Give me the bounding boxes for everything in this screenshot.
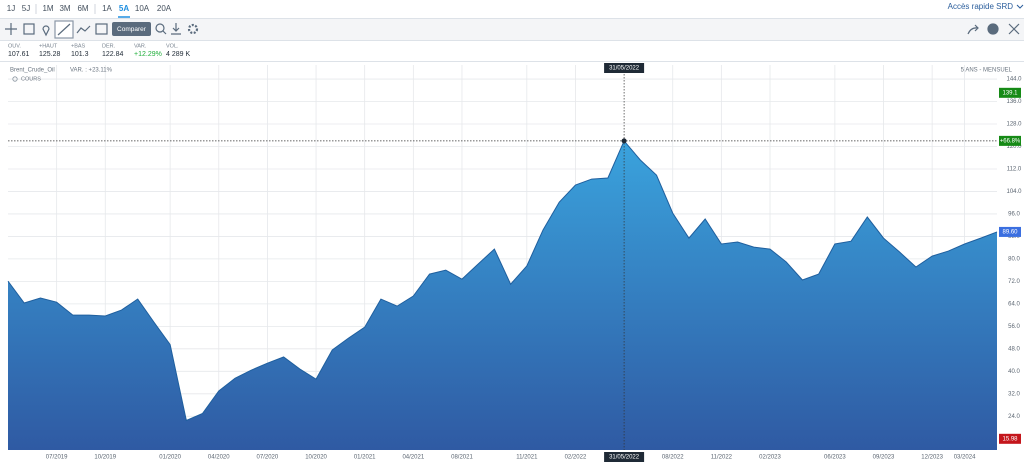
tool-bar [0,19,1024,40]
period-button[interactable]: 1J [7,4,15,13]
share-tool[interactable] [967,24,979,35]
tool-icons [5,20,1020,39]
period-button[interactable]: 1A [102,4,112,13]
stat-label: +BAS [71,43,86,49]
y-tick-label: 112.0 [1007,167,1022,173]
y-tick-label: 24.0 [1008,414,1020,420]
compare-button[interactable] [112,22,151,36]
x-tick-label: 07/2020 [257,455,279,461]
y-tick-label: 128.0 [1006,122,1022,128]
stat-value: 122.84 [102,51,124,58]
help-tool[interactable] [987,23,999,35]
x-tick-label: 10/2020 [305,455,327,461]
crosshair-point [621,138,627,144]
crosshair-tool[interactable] [5,23,17,35]
stat-label: DER. [102,43,116,49]
zoom-tool[interactable] [155,23,165,33]
compare-label[interactable]: Comparer [117,26,147,33]
y-tick-label: 144.0 [1006,77,1022,83]
stat-label: VOL. [166,43,179,49]
period-button[interactable]: 5A [119,4,129,13]
x-tick-label: 09/2023 [873,455,895,461]
price-label-box [999,226,1021,237]
marker-tool[interactable] [42,25,50,37]
crosshair-date-top: 31/05/2022 [609,66,640,72]
x-tick-label: 04/2021 [402,455,424,461]
crosshair-date-bottom-box [604,452,645,462]
x-tick-label: 01/2020 [159,455,181,461]
period-button[interactable]: 3M [59,4,70,13]
series-dot [12,76,18,82]
x-tick-label: 11/2022 [711,455,733,461]
calendar-tool[interactable] [23,23,35,35]
period-bar [0,0,1024,18]
line [7,139,998,422]
line-tool-icon [57,23,71,36]
x-tick-label: 01/2021 [354,455,376,461]
instrument-name: Brent_Crude_Oil [10,68,55,74]
price-label-box [999,87,1021,98]
stat-value: 4 289 K [166,51,190,58]
period-button[interactable]: 10A [135,4,150,13]
y-tick-label: 40.0 [1008,369,1020,375]
crosshair-date-bottom: 31/05/2022 [609,455,640,461]
x-tick-label: 07/2019 [46,455,68,461]
y-tick-label: 88.0 [1008,234,1020,240]
crosshair-date-top-box [604,63,645,73]
download-tool[interactable] [162,23,181,35]
x-tick-label: 02/2022 [565,455,587,461]
stat-value: 125.28 [39,51,61,58]
x-tick-label: 02/2023 [759,455,781,461]
y-tick-label: 80.0 [1008,256,1020,262]
stat-label: +HAUT [39,43,58,49]
quick-access[interactable]: Accès rapide SRD [948,2,1014,11]
x-tick-label: 04/2020 [208,455,230,461]
x-tick-label: 08/2021 [451,455,473,461]
period-button[interactable]: 1M [42,4,53,13]
stat-value: 107.61 [8,51,30,58]
stat-label: VAR. [134,43,147,49]
y-tick-label: 96.0 [1008,212,1020,218]
period-button[interactable]: 20A [157,4,172,13]
area [8,140,997,450]
price-label: 139.1 [1002,90,1018,96]
x-tick-label: 08/2022 [662,455,684,461]
x-tick-label: 03/2024 [954,455,976,461]
y-tick-label: 64.0 [1008,301,1020,307]
price-label: 15.98 [1002,436,1018,442]
x-tick-label: 12/2023 [921,455,943,461]
crosshair-change-box [999,135,1021,146]
crosshair-change: +66.8% [1000,138,1021,144]
price-label: 89.60 [1002,230,1018,236]
x-tick-label: 10/2019 [94,455,116,461]
x-tick-label: 06/2023 [824,455,846,461]
y-tick-label: 56.0 [1008,324,1020,330]
stat-value: +12.29% [134,51,162,58]
period-label: 5 ANS - MENSUEL [961,68,1013,74]
y-tick-label: 136.0 [1006,99,1022,105]
y-tick-label: 48.0 [1008,346,1020,352]
y-tick-label: 32.0 [1008,391,1020,397]
x-tick-label: 11/2021 [516,455,538,461]
period-button[interactable]: 5J [22,4,30,13]
fullscreen-tool[interactable] [1008,23,1020,35]
chart-tool[interactable] [76,25,91,34]
y-tick-label: 72.0 [1008,279,1020,285]
stat-label: OUV. [8,43,21,49]
settings-tool[interactable] [187,23,199,35]
series-label: COURS [21,76,41,82]
variation: VAR. : +23.11% [70,68,113,74]
price-label-box [999,433,1021,444]
period-button[interactable]: 6M [77,4,88,13]
dropdown-icon[interactable] [1016,4,1024,9]
layout-tool[interactable] [95,23,108,35]
y-tick-label: 120.0 [1006,144,1022,150]
y-tick-label: 104.0 [1006,189,1022,195]
stat-value: 101.3 [71,51,89,58]
